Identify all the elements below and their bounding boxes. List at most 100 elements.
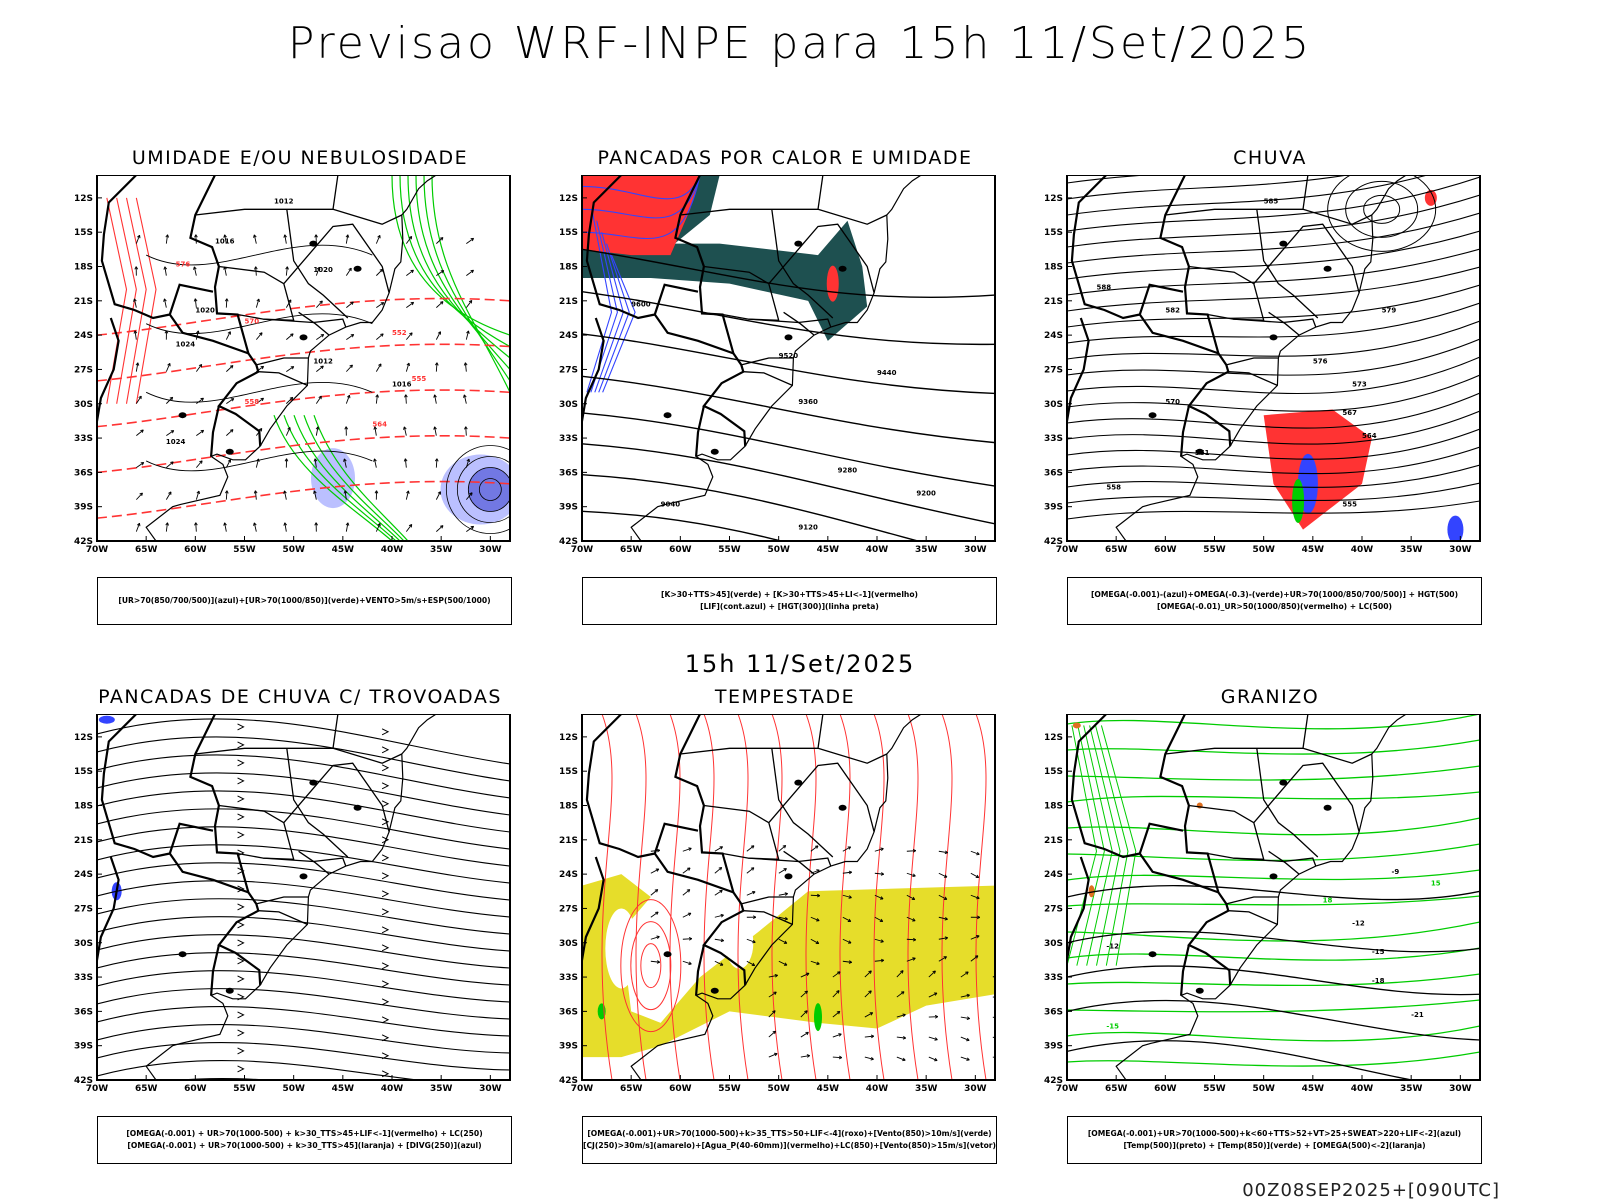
lon-tick-label: 30W <box>1449 545 1472 555</box>
lat-tick-label: 12S <box>74 194 93 204</box>
lon-tick-label: 45W <box>1302 1084 1325 1094</box>
lon-tick-label: 55W <box>718 1084 741 1094</box>
lat-tick-label: 33S <box>74 434 93 444</box>
lat-tick-label: 36S <box>1044 1007 1063 1017</box>
lat-tick-label: 33S <box>1044 434 1063 444</box>
lat-tick-label: 15S <box>559 767 578 777</box>
panel-legend: [OMEGA(-0.001)+UR>70(1000-500)+k<60+TTS>… <box>1067 1116 1482 1164</box>
lon-tick-label: 70W <box>86 545 109 555</box>
lat-tick-label: 15S <box>74 767 93 777</box>
lon-tick-label: 35W <box>1400 545 1423 555</box>
contour-label: 18 <box>1323 897 1333 905</box>
lat-tick-label: 36S <box>74 468 93 478</box>
lon-tick-label: 45W <box>817 1084 840 1094</box>
lat-tick-label: 36S <box>559 468 578 478</box>
contour-label: 1020 <box>195 306 215 314</box>
lon-tick-label: 60W <box>184 545 207 555</box>
lat-tick-label: 36S <box>74 1007 93 1017</box>
contour-label: 585 <box>1264 198 1279 206</box>
lat-tick-label: 18S <box>1044 263 1063 273</box>
lon-tick-label: 60W <box>1154 545 1177 555</box>
lat-tick-label: 21S <box>74 297 93 307</box>
lon-tick-label: 40W <box>381 1084 404 1094</box>
contour-label: 1016 <box>392 381 412 389</box>
contour-label: 1020 <box>313 266 333 274</box>
lat-tick-label: 24S <box>1044 870 1063 880</box>
lon-tick-label: 50W <box>767 1084 790 1094</box>
lat-tick-label: 30S <box>74 400 93 410</box>
lon-tick-label: 60W <box>184 1084 207 1094</box>
lon-tick-label: 60W <box>669 545 692 555</box>
contour-label: 573 <box>1352 381 1367 389</box>
lat-tick-label: 39S <box>74 1042 93 1052</box>
contour-label: 576 <box>1313 358 1328 366</box>
lon-tick-label: 40W <box>866 1084 889 1094</box>
lon-tick-label: 40W <box>866 545 889 555</box>
lat-tick-label: 33S <box>1044 973 1063 983</box>
panel-title: TEMPESTADE <box>545 686 1025 708</box>
lon-tick-label: 30W <box>1449 1084 1472 1094</box>
lat-tick-label: 30S <box>559 400 578 410</box>
lat-tick-label: 39S <box>74 503 93 513</box>
lon-tick-label: 35W <box>915 1084 938 1094</box>
lon-tick-label: 35W <box>430 1084 453 1094</box>
contour-label: 1016 <box>215 238 235 246</box>
lon-tick-label: 55W <box>718 545 741 555</box>
panel-title: UMIDADE E/OU NEBULOSIDADE <box>60 147 540 169</box>
lon-tick-label: 70W <box>571 1084 594 1094</box>
contour-label: 588 <box>1097 283 1112 291</box>
lon-tick-label: 30W <box>479 1084 502 1094</box>
lon-tick-label: 70W <box>1056 545 1079 555</box>
legend-line: [CJ(250)>30m/s](amarelo)+[Agua_P(40-60mm… <box>583 1140 996 1152</box>
panel-umidade: UMIDADE E/OU NEBULOSIDADE 1012 1016 1020 10… <box>60 147 540 627</box>
lat-tick-label: 21S <box>1044 297 1063 307</box>
lat-tick-label: 18S <box>559 263 578 273</box>
lat-tick-label: 33S <box>74 973 93 983</box>
lat-tick-label: 21S <box>1044 836 1063 846</box>
lon-tick-label: 65W <box>135 1084 158 1094</box>
lon-tick-label: 55W <box>1203 1084 1226 1094</box>
lon-tick-label: 50W <box>282 545 305 555</box>
lat-tick-label: 15S <box>1044 767 1063 777</box>
map-granizo: -9-12-12-15-18-211518-1512S15S18S21S24S2… <box>1030 714 1510 1114</box>
panel-legend: [OMEGA(-0.001)-(azul)+OMEGA(-0.3)-(verde… <box>1067 577 1482 625</box>
contour-label: 9440 <box>877 369 897 377</box>
contour-label: -15 <box>1372 948 1385 956</box>
panel-legend: [UR>70(850/700/500)](azul)+[UR>70(1000/8… <box>97 577 512 625</box>
lon-tick-label: 35W <box>430 545 453 555</box>
lat-tick-label: 27S <box>1044 904 1063 914</box>
lat-tick-label: 15S <box>559 228 578 238</box>
contour-label: 570 <box>245 318 260 326</box>
panel-title: CHUVA <box>1030 147 1510 169</box>
lon-tick-label: 45W <box>332 1084 355 1094</box>
lat-tick-label: 18S <box>74 802 93 812</box>
lat-tick-label: 12S <box>559 194 578 204</box>
lat-tick-label: 12S <box>1044 733 1063 743</box>
panel-legend: [OMEGA(-0.001)+UR>70(1000-500)+k>35_TTS>… <box>582 1116 997 1164</box>
contour-label: -21 <box>1411 1011 1424 1019</box>
lon-tick-label: 50W <box>1252 545 1275 555</box>
panel-title: PANCADAS DE CHUVA C/ TROVOADAS <box>60 686 540 708</box>
lon-tick-label: 30W <box>479 545 502 555</box>
legend-line: [K>30+TTS>45](verde) + [K>30+TTS>45+LI<-… <box>583 589 996 601</box>
legend-line: [OMEGA(-0.001)-(azul)+OMEGA(-0.3)-(verde… <box>1068 589 1481 601</box>
lat-tick-label: 24S <box>559 870 578 880</box>
lon-tick-label: 40W <box>1351 1084 1374 1094</box>
lat-tick-label: 12S <box>1044 194 1063 204</box>
lat-tick-label: 30S <box>1044 400 1063 410</box>
contour-label: 9280 <box>838 466 858 474</box>
lat-tick-label: 24S <box>74 331 93 341</box>
map-chuva: 58558858257957657357056756456155855512S1… <box>1030 175 1510 575</box>
lon-tick-label: 70W <box>1056 1084 1079 1094</box>
lat-tick-label: 27S <box>559 365 578 375</box>
contour-label: 1012 <box>313 358 333 366</box>
lon-tick-label: 60W <box>1154 1084 1177 1094</box>
lon-tick-label: 65W <box>1105 1084 1128 1094</box>
lat-tick-label: 27S <box>74 365 93 375</box>
contour-label: 564 <box>1362 432 1377 440</box>
lon-tick-label: 45W <box>332 545 355 555</box>
lat-tick-label: 15S <box>74 228 93 238</box>
contour-label: 582 <box>1165 306 1180 314</box>
